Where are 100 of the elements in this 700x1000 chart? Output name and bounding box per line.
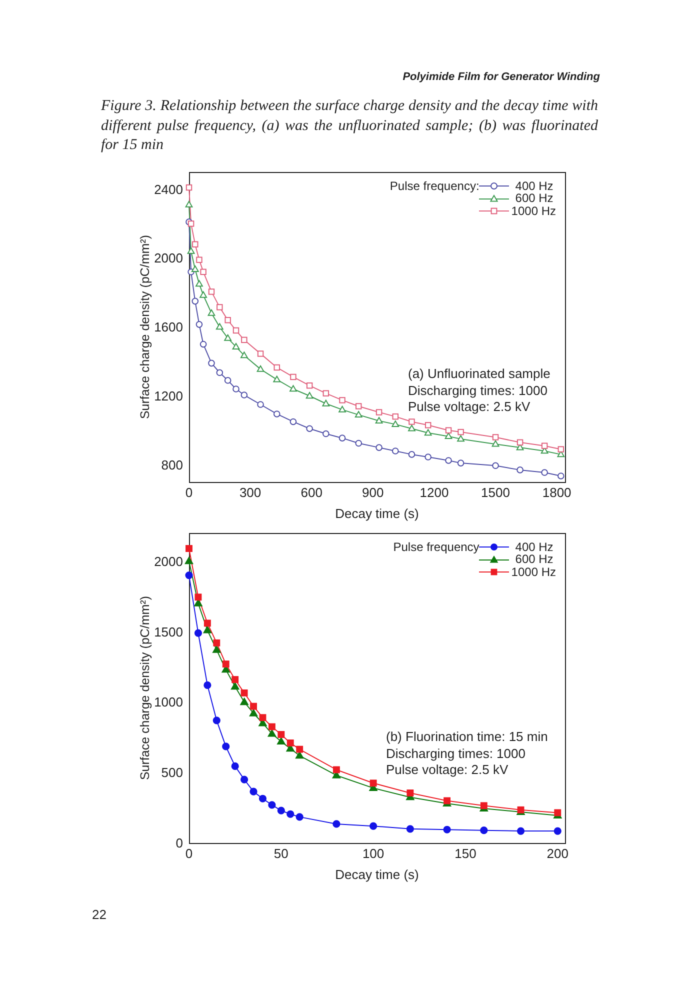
point [186, 184, 192, 191]
text: 22 [92, 907, 106, 922]
point [200, 268, 206, 275]
point [406, 825, 414, 833]
point [250, 702, 257, 710]
x-tick-label: 0 [185, 846, 193, 862]
point [184, 556, 194, 564]
point [408, 418, 415, 425]
x-tick-label: 1500 [481, 485, 510, 500]
annotation: Discharging times: 1000 [386, 746, 526, 760]
point [290, 418, 297, 426]
legend-label: 400 Hz [515, 179, 554, 193]
point [240, 392, 248, 398]
point [216, 304, 223, 310]
point [192, 298, 199, 305]
point [406, 790, 414, 796]
point [322, 390, 330, 396]
point [296, 746, 304, 753]
point [240, 776, 248, 784]
x-tick-label: 1800 [542, 485, 572, 500]
point [408, 424, 416, 432]
point [376, 444, 382, 451]
y-tick-label: 2000 [154, 554, 183, 569]
point [558, 446, 564, 452]
point [268, 730, 276, 737]
point [541, 469, 548, 476]
point [204, 681, 212, 689]
point [196, 256, 202, 263]
legend-label: 600 Hz [515, 191, 554, 206]
legend-label: 1000 Hz [511, 204, 556, 218]
point [558, 472, 564, 480]
point [191, 265, 199, 272]
point [278, 731, 285, 738]
point [274, 364, 280, 371]
point [203, 626, 212, 634]
point [355, 440, 362, 447]
point [208, 309, 216, 316]
y-tick-label: 1000 [154, 694, 183, 710]
point [286, 810, 294, 818]
legend-title: Pulse frequency: [390, 179, 480, 193]
point [408, 451, 416, 458]
annotation: Pulse voltage: 2.5 kV [408, 399, 530, 414]
point [492, 462, 499, 470]
point [492, 434, 499, 440]
point [277, 737, 286, 745]
y-tick-label: 1600 [154, 320, 183, 335]
point [322, 430, 330, 438]
y-axis-title: Surface charge density (pC/mm²) [138, 596, 152, 780]
point [424, 429, 432, 436]
point [356, 403, 362, 410]
point [306, 392, 314, 399]
x-tick-label: 1200 [420, 485, 449, 500]
point [424, 422, 432, 428]
x-tick-label: 50 [274, 846, 288, 862]
point [339, 397, 346, 404]
point [256, 365, 264, 372]
y-tick-label: 500 [161, 765, 183, 780]
point [258, 794, 267, 802]
legend-label: 600 Hz [515, 552, 554, 566]
point [230, 682, 240, 690]
point [338, 406, 346, 412]
point [194, 629, 202, 637]
y-tick-label: 2400 [154, 182, 183, 197]
point [444, 432, 452, 440]
point [392, 420, 400, 427]
x-tick-label: 900 [362, 485, 384, 500]
point [224, 376, 232, 384]
point [457, 435, 464, 442]
x-tick-label: 600 [300, 485, 322, 500]
point [277, 806, 285, 814]
point [306, 425, 313, 432]
annotation: Discharging times: 1000 [408, 382, 548, 398]
point [240, 698, 248, 706]
point [186, 545, 192, 552]
point [445, 427, 452, 434]
point [212, 646, 221, 653]
point [231, 762, 239, 770]
y-axis-title: Surface charge density (pC/mm²) [138, 234, 152, 420]
annotation: (b) Fluorination time: 15 min [386, 729, 548, 744]
point [392, 448, 399, 454]
x-tick-label: 200 [546, 846, 568, 862]
y-tick-label: 1200 [154, 388, 183, 404]
y-tick-label: 1500 [154, 624, 183, 640]
point [249, 709, 258, 716]
point [554, 827, 562, 835]
y-tick-label: 800 [161, 457, 183, 472]
point [338, 434, 346, 442]
annotation: Pulse voltage: 2.5 kV [386, 762, 508, 777]
legend-label: 400 Hz [515, 540, 554, 554]
point [516, 439, 524, 446]
point [444, 797, 451, 804]
point [200, 291, 207, 298]
point [213, 639, 220, 646]
point [208, 288, 215, 295]
text: Polyimide Film for Generator Winding [402, 71, 600, 83]
point [273, 376, 281, 382]
point [185, 571, 193, 580]
point [370, 822, 378, 830]
point [376, 409, 382, 416]
point [257, 350, 264, 357]
